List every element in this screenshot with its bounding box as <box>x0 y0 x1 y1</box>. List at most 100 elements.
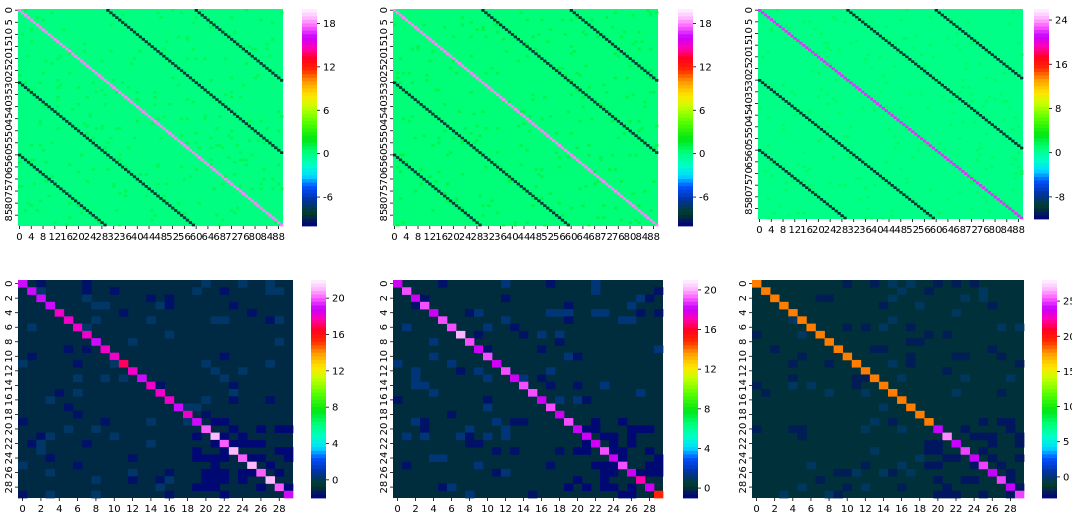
heatmap-cell <box>224 93 228 97</box>
colorbar-segment <box>1042 418 1057 423</box>
colorbar-segment <box>1034 163 1049 167</box>
heatmap-cell <box>26 54 31 58</box>
heatmap-cell <box>265 66 269 70</box>
heatmap-cell <box>519 381 529 390</box>
x-tick-label: 16 <box>800 225 813 236</box>
heatmap-cell <box>878 301 889 310</box>
heatmap-cell <box>769 174 774 178</box>
heatmap-cell <box>528 119 532 123</box>
heatmap-cell <box>268 69 272 73</box>
heatmap-cell <box>869 345 880 354</box>
heatmap-cell <box>887 181 891 185</box>
heatmap-cell <box>404 160 409 164</box>
heatmap-cell <box>103 146 107 150</box>
heatmap-cell <box>563 33 568 36</box>
colorbar-segment <box>683 294 698 299</box>
y-tick-label: 5 <box>379 19 390 25</box>
y-tick-label: 55 <box>379 136 390 149</box>
heatmap-cell <box>185 117 190 121</box>
heatmap-cell <box>582 447 592 455</box>
heatmap-cell <box>100 345 111 354</box>
colorbar-segment <box>683 468 698 473</box>
heatmap-cell <box>984 48 989 52</box>
heatmap-cell <box>640 66 644 70</box>
heatmap-cell <box>54 389 65 397</box>
colorbar-segment <box>678 23 693 28</box>
heatmap-cell <box>401 221 406 224</box>
heatmap-cell <box>896 48 900 52</box>
heatmap-cell <box>128 454 138 463</box>
colorbar-segment <box>311 345 326 350</box>
heatmap-cell <box>493 23 497 27</box>
heatmap-cell <box>808 109 812 113</box>
heatmap-cell <box>168 131 172 135</box>
heatmap-cell <box>819 58 824 61</box>
heatmap-cell <box>846 9 850 12</box>
heatmap-cell <box>893 135 897 138</box>
heatmap-cell <box>265 42 269 46</box>
heatmap-cell <box>819 137 824 141</box>
heatmap-cell <box>525 189 529 193</box>
heatmap-cell <box>596 30 600 34</box>
x-tick-label: 72 <box>965 225 978 236</box>
heatmap-cell <box>501 367 511 375</box>
heatmap-cell <box>933 280 943 288</box>
heatmap-cell <box>91 490 101 499</box>
heatmap-cell <box>501 316 511 324</box>
heatmap-cell <box>100 127 104 130</box>
heatmap-cell <box>36 432 46 441</box>
heatmap-cell <box>50 180 54 183</box>
colorbar-segment <box>311 443 326 448</box>
heatmap-cell <box>555 447 565 455</box>
heatmap-cell <box>256 468 266 477</box>
heatmap-cell <box>766 116 771 120</box>
x-tick-label: 18 <box>181 504 194 515</box>
colorbar-segment <box>678 88 693 93</box>
colorbar-segment <box>302 135 317 140</box>
heatmap-cell <box>238 117 243 121</box>
heatmap-cell <box>1014 177 1018 180</box>
heatmap-cell <box>227 134 231 138</box>
heatmap-cell <box>478 223 482 227</box>
heatmap-cell <box>41 71 45 75</box>
heatmap-cell <box>958 27 962 31</box>
heatmap-cell <box>475 221 479 224</box>
heatmap-cell <box>919 53 924 57</box>
heatmap-cell <box>602 83 606 87</box>
colorbar-segment <box>683 399 698 404</box>
heatmap-cell <box>609 447 619 455</box>
heatmap-cell <box>600 381 610 390</box>
heatmap-cell <box>837 184 841 187</box>
heatmap-cell <box>271 37 275 41</box>
heatmap-cell <box>194 9 198 12</box>
x-tick-label: 12 <box>859 504 872 515</box>
heatmap-cell <box>401 160 406 164</box>
heatmap-cell <box>797 352 807 361</box>
heatmap-cell <box>628 64 632 68</box>
heatmap-cell <box>609 483 619 492</box>
heatmap-cell <box>537 127 541 130</box>
heatmap-cell <box>869 67 874 71</box>
heatmap-cell <box>465 432 475 441</box>
heatmap-cell <box>456 432 466 441</box>
heatmap-cell <box>446 153 450 157</box>
heatmap-cell <box>975 149 980 152</box>
heatmap-cell <box>911 156 915 159</box>
heatmap-cell <box>599 103 603 106</box>
heatmap-cell <box>510 177 515 181</box>
heatmap-cell <box>456 330 466 339</box>
heatmap-cell <box>82 134 87 138</box>
colorbar-segment <box>311 356 326 361</box>
heatmap-cell <box>29 163 34 167</box>
heatmap-cell <box>463 127 467 130</box>
heatmap-cell <box>82 330 92 339</box>
y-tick-label: 60 <box>379 149 390 162</box>
heatmap-cell <box>924 287 934 295</box>
colorbar-tick-label: 25 <box>1063 297 1072 308</box>
heatmap-cell <box>593 170 597 174</box>
heatmap-cell <box>20 11 25 15</box>
heatmap-cell <box>150 189 154 193</box>
heatmap-cell <box>993 79 997 82</box>
heatmap-cell <box>232 30 237 34</box>
